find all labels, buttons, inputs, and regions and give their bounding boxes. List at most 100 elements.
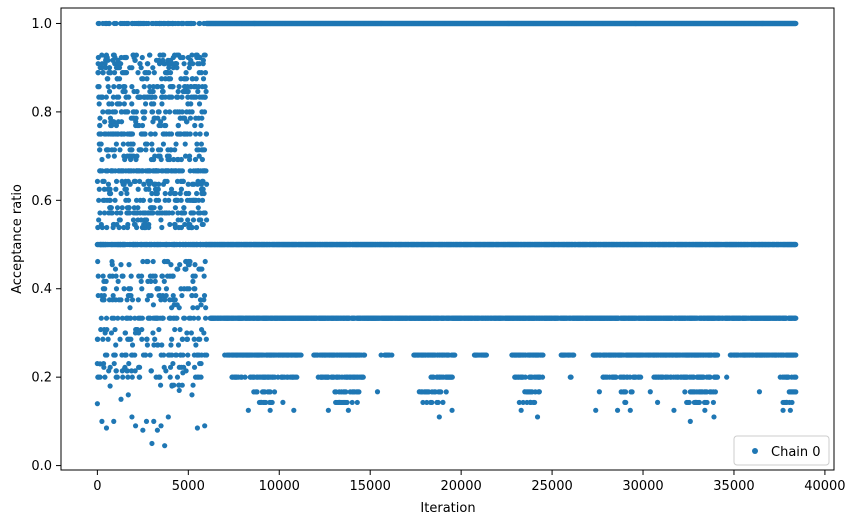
data-point xyxy=(203,131,210,137)
data-point xyxy=(117,217,123,223)
data-point xyxy=(187,115,194,121)
data-point xyxy=(189,109,195,115)
data-point xyxy=(163,286,170,292)
data-point xyxy=(105,181,112,187)
data-point xyxy=(158,297,164,303)
data-point xyxy=(167,76,174,82)
data-point xyxy=(130,217,137,223)
data-point xyxy=(178,217,184,223)
data-point xyxy=(147,178,154,184)
data-point xyxy=(172,147,178,153)
data-point xyxy=(107,197,113,203)
data-point xyxy=(129,374,135,380)
data-point xyxy=(199,156,205,163)
data-point xyxy=(178,186,185,192)
data-point xyxy=(126,360,132,367)
data-point xyxy=(132,57,138,63)
data-point xyxy=(201,297,207,303)
data-point xyxy=(152,336,158,342)
data-point xyxy=(139,122,146,129)
data-point xyxy=(168,186,175,192)
data-point xyxy=(195,205,201,211)
data-point xyxy=(177,190,183,197)
data-point xyxy=(196,153,202,159)
data-point xyxy=(174,315,180,321)
data-point xyxy=(159,101,165,107)
data-point xyxy=(158,156,164,163)
data-point xyxy=(181,61,187,67)
data-point xyxy=(122,84,128,90)
data-point xyxy=(106,65,113,71)
data-point xyxy=(112,109,119,115)
data-point xyxy=(118,119,125,125)
data-point xyxy=(180,352,186,358)
data-point xyxy=(182,141,188,147)
data-point xyxy=(116,76,123,82)
data-point xyxy=(143,147,149,153)
data-point xyxy=(193,94,199,100)
data-point xyxy=(169,94,175,100)
data-point xyxy=(129,297,136,303)
data-point xyxy=(112,197,118,203)
data-point xyxy=(187,131,193,137)
data-point xyxy=(95,224,101,231)
data-point xyxy=(139,286,145,292)
data-point xyxy=(130,141,136,147)
data-point xyxy=(125,109,131,115)
data-point xyxy=(201,190,207,197)
data-point xyxy=(97,374,103,380)
data-point xyxy=(138,278,144,284)
data-point xyxy=(155,84,161,90)
data-point xyxy=(202,315,209,321)
data-point xyxy=(101,364,107,370)
data-point xyxy=(193,76,199,82)
data-point xyxy=(95,258,101,265)
data-point xyxy=(126,205,132,211)
data-point xyxy=(198,70,205,76)
data-point xyxy=(99,94,105,100)
data-point xyxy=(198,141,205,147)
data-point xyxy=(118,210,124,216)
data-point xyxy=(150,302,157,308)
data-point xyxy=(172,205,179,211)
data-point xyxy=(202,210,208,216)
data-point xyxy=(150,88,156,95)
data-point xyxy=(104,326,110,333)
data-point xyxy=(175,266,181,272)
data-point xyxy=(141,84,147,90)
data-point xyxy=(120,273,126,279)
data-point xyxy=(121,101,127,107)
data-point xyxy=(107,190,114,197)
data-point xyxy=(195,178,201,184)
data-point xyxy=(200,221,206,228)
data-point xyxy=(155,342,161,348)
data-point xyxy=(111,119,117,125)
data-point xyxy=(161,352,167,358)
data-point xyxy=(152,278,158,284)
data-point xyxy=(143,352,149,358)
data-point xyxy=(174,374,181,380)
data-point xyxy=(188,101,194,107)
data-point xyxy=(138,65,144,71)
data-point xyxy=(171,156,177,163)
data-point xyxy=(202,52,208,58)
data-point xyxy=(124,190,130,197)
data-point xyxy=(199,197,206,203)
data-point xyxy=(169,336,175,342)
data-point xyxy=(179,109,185,115)
data-point xyxy=(179,168,186,174)
data-point xyxy=(147,84,153,90)
data-point xyxy=(180,178,186,184)
data-point xyxy=(196,84,202,90)
data-point xyxy=(193,131,199,137)
data-point xyxy=(138,217,144,223)
data-point xyxy=(151,101,157,107)
data-point xyxy=(140,258,146,265)
data-point xyxy=(164,178,170,184)
plot-area xyxy=(60,7,835,471)
data-point xyxy=(152,131,158,137)
data-point xyxy=(144,336,150,342)
data-point xyxy=(151,205,157,211)
data-point xyxy=(150,258,156,265)
data-point xyxy=(174,65,180,71)
